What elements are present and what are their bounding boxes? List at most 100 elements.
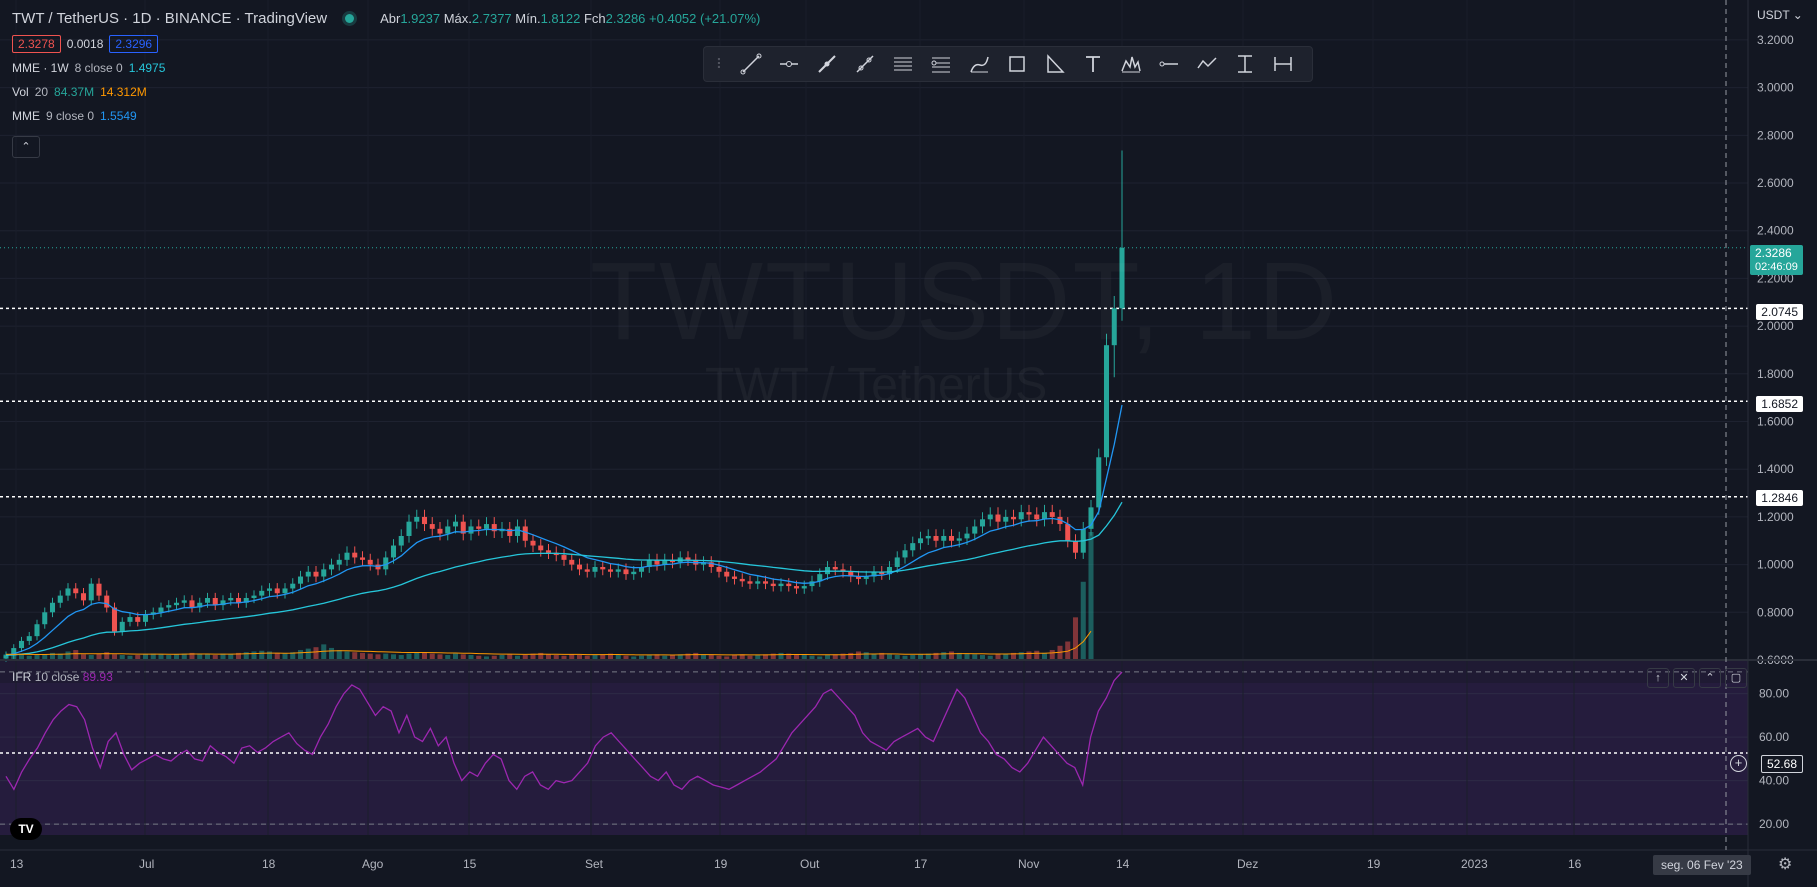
parallel-channel-icon[interactable] bbox=[884, 49, 922, 79]
candle-body bbox=[623, 569, 629, 575]
volume-bar bbox=[429, 653, 435, 660]
volume-bar bbox=[383, 653, 389, 660]
time-tick-label: 14 bbox=[1116, 857, 1130, 871]
rsi-legend[interactable]: IFR 10 close 89.93 bbox=[12, 670, 113, 684]
volume-bar bbox=[809, 655, 815, 660]
volume-bar bbox=[941, 652, 947, 660]
volume-bar bbox=[832, 654, 838, 660]
tradingview-logo[interactable]: TV bbox=[10, 818, 42, 840]
candle-body bbox=[135, 617, 141, 622]
settings-gear-icon[interactable]: ⚙ bbox=[1778, 856, 1793, 873]
drag-handle-icon[interactable]: ⠇ bbox=[715, 55, 727, 72]
indicator-volume[interactable]: Vol 20 84.37M 14.312M bbox=[12, 85, 147, 99]
candle-body bbox=[879, 571, 885, 575]
triangle-icon[interactable] bbox=[1036, 49, 1074, 79]
currency-selector[interactable]: USDT ⌄ bbox=[1757, 8, 1803, 22]
volume-ma-line bbox=[5, 630, 1092, 656]
volume-bar bbox=[677, 654, 683, 660]
price-tick-label: 1.6000 bbox=[1757, 415, 1794, 429]
ema-lines bbox=[5, 404, 1123, 656]
volume-bar bbox=[259, 650, 265, 660]
pattern-icon[interactable] bbox=[1112, 49, 1150, 79]
volume-bar bbox=[762, 654, 769, 660]
trend-line-icon[interactable] bbox=[732, 49, 770, 79]
legend: TWT / TetherUS · 1D · BINANCE · TradingV… bbox=[12, 8, 760, 126]
volume-bar bbox=[848, 652, 854, 660]
market-status-icon[interactable] bbox=[345, 13, 355, 23]
volume-bar bbox=[197, 653, 203, 660]
candle-body bbox=[569, 559, 575, 565]
volume-bar bbox=[607, 653, 614, 660]
volume-bar bbox=[724, 656, 730, 660]
price-range-icon[interactable] bbox=[1226, 49, 1264, 79]
volume-bar bbox=[1010, 652, 1017, 660]
candle-body bbox=[770, 583, 776, 587]
path-icon[interactable] bbox=[1188, 49, 1226, 79]
volume-bar bbox=[855, 651, 862, 660]
text-icon[interactable] bbox=[1074, 49, 1112, 79]
rectangle-icon[interactable] bbox=[998, 49, 1036, 79]
brush-icon[interactable] bbox=[960, 49, 998, 79]
price-tick-label: 1.0000 bbox=[1757, 558, 1794, 572]
candle-body bbox=[142, 614, 149, 622]
symbol-row: TWT / TetherUS · 1D · BINANCE · TradingV… bbox=[12, 8, 760, 28]
volume-bar bbox=[615, 655, 621, 660]
volume-bar bbox=[80, 654, 87, 660]
volume-bar bbox=[212, 655, 218, 660]
time-tick-label: 13 bbox=[10, 857, 24, 871]
bid-price[interactable]: 2.3278 bbox=[12, 35, 61, 53]
collapse-pane-icon[interactable]: ⌃ bbox=[1699, 668, 1721, 688]
candle-body bbox=[685, 557, 691, 560]
volume-bar bbox=[336, 650, 342, 660]
candle-body bbox=[786, 583, 792, 587]
time-tick-label: Jul bbox=[139, 857, 154, 871]
candle-body bbox=[297, 576, 304, 584]
maximize-pane-icon[interactable]: ▢ bbox=[1725, 668, 1747, 688]
volume-bar bbox=[158, 654, 164, 660]
horizontal-levels[interactable] bbox=[0, 247, 1748, 754]
volume-bar bbox=[313, 647, 319, 660]
candle-body bbox=[282, 588, 288, 594]
indicator-ema-weekly[interactable]: MME · 1W 8 close 0 1.4975 bbox=[12, 61, 166, 75]
candle-body bbox=[1096, 457, 1102, 508]
candle-body bbox=[1049, 512, 1055, 517]
candle-body bbox=[1103, 345, 1110, 458]
volume-bar bbox=[181, 653, 187, 660]
volume-bar bbox=[824, 655, 831, 660]
level-tag-3: 1.2846 bbox=[1756, 490, 1803, 506]
bid-ask-row: 2.3278 0.0018 2.3296 bbox=[12, 34, 760, 54]
volume-bar bbox=[1057, 645, 1063, 660]
arrow-icon[interactable] bbox=[808, 49, 846, 79]
chevron-up-icon[interactable]: ⌃ bbox=[12, 136, 40, 158]
volume-bar bbox=[886, 654, 893, 660]
volume-bar bbox=[801, 655, 807, 660]
volume-bar bbox=[491, 655, 497, 660]
candle-body bbox=[871, 571, 877, 577]
pitchfork-icon[interactable] bbox=[846, 49, 884, 79]
volume-bar bbox=[569, 654, 575, 660]
horizontal-ray-icon[interactable] bbox=[770, 49, 808, 79]
volume-bar bbox=[933, 652, 939, 660]
add-plus-icon[interactable]: + bbox=[1730, 755, 1747, 772]
date-cursor-label: seg. 06 Fev '23 bbox=[1653, 855, 1751, 875]
indicator-ema-9[interactable]: MME 9 close 0 1.5549 bbox=[12, 109, 137, 123]
date-range-icon[interactable] bbox=[1264, 49, 1302, 79]
fib-icon[interactable] bbox=[922, 49, 960, 79]
ask-price[interactable]: 2.3296 bbox=[109, 35, 159, 53]
volume-bar bbox=[1003, 653, 1009, 660]
symbol-title[interactable]: TWT / TetherUS · 1D · BINANCE · TradingV… bbox=[12, 9, 328, 27]
volume-bar bbox=[274, 652, 280, 660]
move-up-icon[interactable]: ↑ bbox=[1647, 668, 1669, 688]
candle-body bbox=[855, 576, 862, 579]
candle-body bbox=[34, 624, 40, 637]
candle-body bbox=[305, 571, 311, 577]
candle-body bbox=[173, 602, 180, 606]
volume-bar bbox=[739, 654, 745, 660]
candle-body bbox=[1018, 512, 1024, 520]
horizontal-line-icon[interactable] bbox=[1150, 49, 1188, 79]
candle-body bbox=[328, 564, 335, 570]
volume-bar bbox=[111, 654, 118, 660]
close-icon[interactable]: ✕ bbox=[1673, 668, 1695, 688]
